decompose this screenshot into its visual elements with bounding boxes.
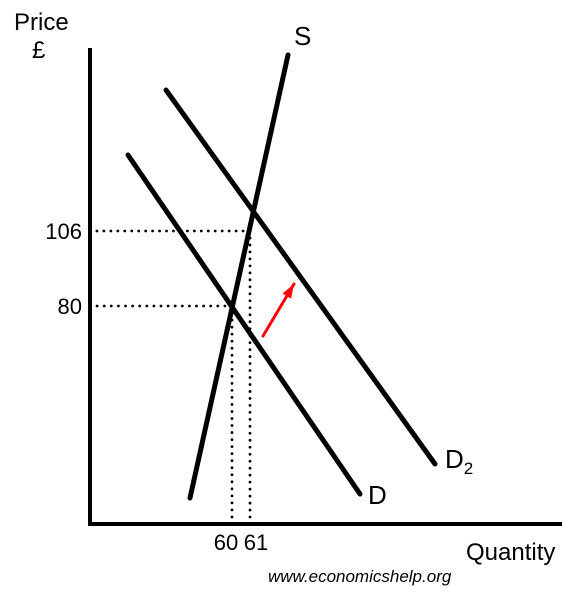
y-axis-title-2: £ bbox=[32, 37, 45, 64]
demand1-label: D bbox=[368, 480, 387, 510]
chart-svg: Price£ Quantity 80 106 6061 S D D2 www.economics… bbox=[0, 0, 587, 600]
y-tick-label: 106 bbox=[45, 219, 82, 244]
supply-label: S bbox=[294, 21, 311, 51]
supply-demand-chart: Price£ Quantity 80 106 6061 S D D2 www.economics… bbox=[0, 0, 587, 600]
credit-text: www.economicshelp.org bbox=[268, 567, 452, 586]
demand2-label: D2 bbox=[445, 444, 473, 478]
x-axis-title: Quantity bbox=[466, 539, 555, 566]
x-tick-label: 60 bbox=[214, 530, 238, 555]
x-tick-label: 61 bbox=[244, 530, 268, 555]
y-axis-title-1: Price bbox=[14, 9, 69, 36]
y-tick-label: 80 bbox=[58, 294, 82, 319]
